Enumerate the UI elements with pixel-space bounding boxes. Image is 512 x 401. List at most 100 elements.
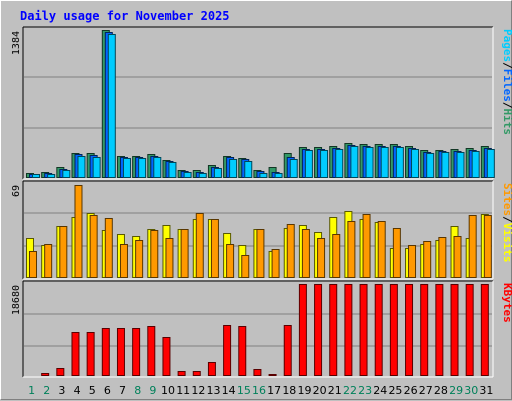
bar-kbytes-day-4 bbox=[71, 332, 80, 376]
panel-kbytes: 18680 KBytes bbox=[11, 280, 512, 378]
bar-kbytes-day-23 bbox=[359, 284, 368, 376]
bar-kbytes-day-13 bbox=[207, 362, 216, 376]
bar-kbytes-day-31 bbox=[480, 284, 489, 376]
bar-pages-day-13 bbox=[213, 168, 222, 178]
x-tick-label-day-25: 25 bbox=[388, 384, 402, 397]
legend-hits: Pages/Files/Hits bbox=[501, 29, 512, 135]
bar-pages-day-2 bbox=[47, 174, 56, 178]
bar-kbytes-day-10 bbox=[162, 337, 171, 376]
bar-pages-day-20 bbox=[320, 150, 329, 178]
x-tick-label-day-14: 14 bbox=[222, 384, 236, 397]
legend-entry: / bbox=[501, 216, 512, 223]
x-tick-label-day-24: 24 bbox=[373, 384, 387, 397]
bar-kbytes-day-7 bbox=[116, 328, 125, 376]
bar-pages-day-26 bbox=[411, 149, 420, 178]
bar-pages-day-8 bbox=[138, 158, 147, 178]
bar-sites-day-31 bbox=[483, 215, 492, 278]
x-tick-label-day-10: 10 bbox=[161, 384, 175, 397]
bar-pages-day-6 bbox=[107, 34, 116, 178]
bar-pages-day-15 bbox=[244, 161, 253, 178]
bar-kbytes-day-17 bbox=[268, 374, 277, 376]
legend-entry: Files bbox=[501, 69, 512, 102]
bar-sites-day-18 bbox=[286, 224, 295, 278]
bar-kbytes-day-24 bbox=[374, 284, 383, 376]
plot-area-kbytes bbox=[23, 281, 493, 377]
bar-sites-day-7 bbox=[119, 244, 128, 278]
bar-sites-day-30 bbox=[468, 215, 477, 278]
x-tick-label-day-9: 9 bbox=[149, 384, 156, 397]
bar-pages-day-17 bbox=[274, 173, 283, 178]
bar-sites-day-15 bbox=[241, 255, 250, 278]
x-tick-label-day-15: 15 bbox=[237, 384, 251, 397]
bar-sites-day-1 bbox=[29, 251, 37, 278]
x-tick-label-day-4: 4 bbox=[74, 384, 81, 397]
x-tick-label-day-3: 3 bbox=[58, 384, 65, 397]
x-tick-label-day-12: 12 bbox=[191, 384, 205, 397]
bar-pages-day-10 bbox=[168, 162, 177, 178]
max-value-label-hits: 1384 bbox=[11, 31, 22, 55]
panel-visits: 69 Sites/Visits bbox=[11, 180, 512, 280]
legend-kbytes: KBytes bbox=[501, 283, 512, 323]
legend-entry: Visits bbox=[501, 223, 512, 263]
bar-pages-day-27 bbox=[426, 153, 435, 178]
bar-kbytes-day-19 bbox=[298, 284, 307, 376]
bar-kbytes-day-6 bbox=[101, 328, 110, 376]
bar-pages-day-9 bbox=[153, 157, 162, 178]
bar-kbytes-day-3 bbox=[56, 368, 65, 376]
bar-pages-day-12 bbox=[198, 173, 207, 178]
bar-kbytes-day-11 bbox=[177, 371, 186, 376]
bar-kbytes-day-21 bbox=[329, 284, 338, 376]
bar-sites-day-26 bbox=[408, 245, 417, 278]
x-tick-label-day-23: 23 bbox=[358, 384, 372, 397]
bar-sites-day-11 bbox=[180, 229, 189, 278]
bar-sites-day-19 bbox=[301, 229, 310, 278]
x-tick-label-day-31: 31 bbox=[479, 384, 493, 397]
x-tick-label-day-6: 6 bbox=[104, 384, 111, 397]
legend-entry: KBytes bbox=[501, 283, 512, 323]
x-tick-label-day-17: 17 bbox=[267, 384, 281, 397]
bar-sites-day-28 bbox=[438, 237, 447, 278]
x-tick-label-day-21: 21 bbox=[328, 384, 342, 397]
bar-kbytes-day-29 bbox=[450, 284, 459, 376]
bar-kbytes-day-27 bbox=[420, 284, 429, 376]
x-tick-label-day-11: 11 bbox=[176, 384, 190, 397]
x-tick-label-day-16: 16 bbox=[252, 384, 266, 397]
x-tick-label-day-7: 7 bbox=[119, 384, 126, 397]
bar-pages-day-14 bbox=[229, 159, 238, 178]
bar-sites-day-22 bbox=[347, 221, 356, 278]
x-axis-labels: 1 2 3 4 5 6 7 8 9 10 11 12 13 14 15 16 17 18 19 20 21 22 23 24 2… bbox=[28, 384, 493, 397]
bar-kbytes-day-20 bbox=[314, 284, 323, 376]
bar-kbytes-day-22 bbox=[344, 284, 353, 376]
bar-sites-day-9 bbox=[150, 230, 159, 278]
chart-title: Daily usage for November 2025 bbox=[20, 9, 230, 23]
bar-pages-day-28 bbox=[441, 152, 450, 178]
bar-sites-day-10 bbox=[165, 238, 174, 278]
x-tick-label-day-5: 5 bbox=[89, 384, 96, 397]
x-tick-label-day-29: 29 bbox=[449, 384, 463, 397]
bar-pages-day-31 bbox=[486, 149, 495, 178]
bar-kbytes-day-25 bbox=[389, 284, 398, 376]
bar-kbytes-day-5 bbox=[86, 332, 95, 376]
bar-pages-day-24 bbox=[380, 147, 389, 178]
bar-sites-day-16 bbox=[256, 229, 265, 278]
max-value-label-kbytes: 18680 bbox=[11, 285, 22, 315]
bar-sites-day-27 bbox=[423, 241, 432, 278]
bar-kbytes-day-28 bbox=[435, 284, 444, 376]
panel-hits: 1384 Pages/Files/Hits bbox=[11, 26, 512, 180]
bar-sites-day-3 bbox=[59, 226, 68, 278]
bar-pages-day-23 bbox=[365, 147, 374, 178]
bar-pages-day-25 bbox=[395, 147, 404, 178]
bar-pages-day-4 bbox=[77, 156, 86, 178]
bar-pages-day-5 bbox=[92, 157, 101, 178]
bar-sites-day-8 bbox=[135, 240, 144, 278]
bar-pages-day-1 bbox=[32, 174, 40, 178]
legend-entry: Sites bbox=[501, 183, 512, 216]
bar-sites-day-14 bbox=[226, 244, 235, 278]
bar-sites-day-13 bbox=[210, 219, 219, 278]
bar-pages-day-7 bbox=[122, 158, 131, 178]
bar-pages-day-21 bbox=[335, 149, 344, 178]
legend-entry: Pages bbox=[501, 29, 512, 62]
x-tick-label-day-28: 28 bbox=[434, 384, 448, 397]
x-tick-label-day-30: 30 bbox=[464, 384, 478, 397]
bar-sites-day-24 bbox=[377, 221, 386, 278]
